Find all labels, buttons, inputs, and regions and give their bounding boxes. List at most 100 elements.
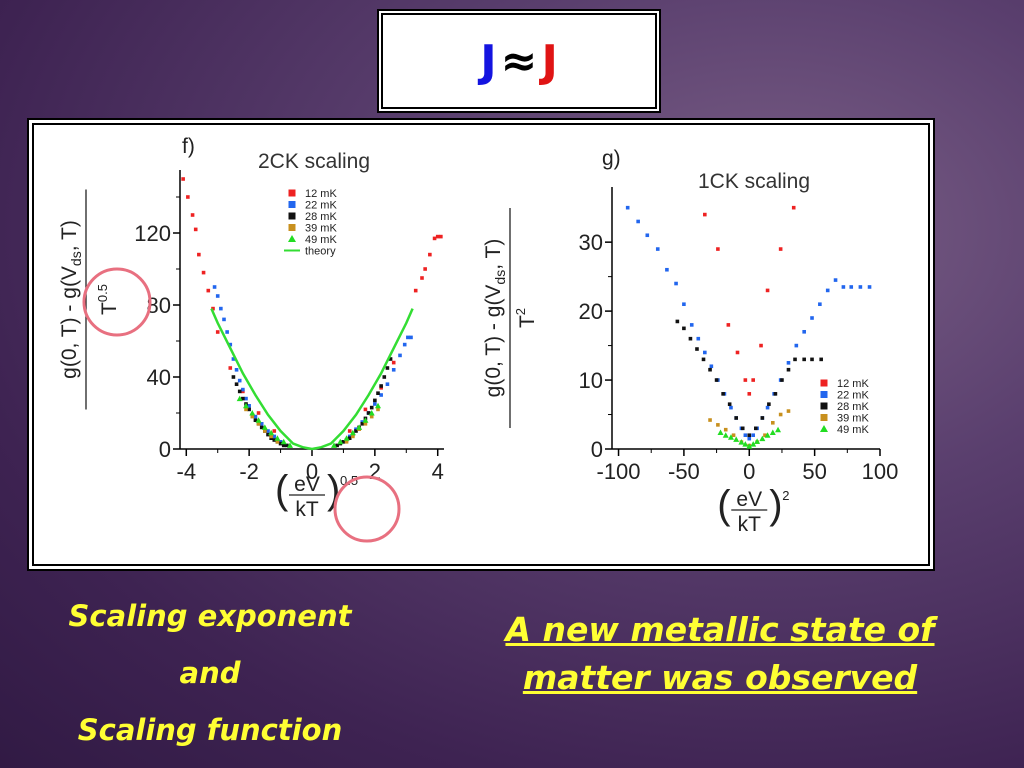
data-point (747, 392, 752, 396)
y-label-num: g(0, T) - g(V (482, 285, 505, 398)
data-point (746, 443, 753, 449)
legend-label: 28 mK (837, 401, 869, 413)
panel-label: g) (602, 147, 621, 170)
data-point (722, 432, 729, 438)
data-point (197, 252, 201, 257)
x-label-num: eV (294, 473, 320, 496)
data-point (794, 343, 799, 348)
caption-right-line-1: A new metallic state of (505, 610, 935, 649)
highlight-circle (333, 475, 401, 543)
data-point (708, 418, 712, 422)
legend-marker (820, 425, 828, 432)
data-point (409, 335, 413, 340)
data-point (786, 367, 791, 372)
data-point (343, 435, 350, 441)
data-point (237, 378, 242, 383)
legend-marker (288, 212, 296, 220)
data-point (858, 285, 863, 289)
data-point (655, 247, 660, 251)
data-point (391, 368, 396, 372)
data-point (765, 288, 770, 293)
legend-label: 22 mK (837, 390, 869, 402)
data-point (759, 435, 766, 442)
y-axis-label: g(0, T) - g(Vds, T) (482, 239, 508, 398)
y-axis-label: g(0, T) - g(Vds, T) (58, 220, 84, 379)
title-approx-symbol: ≈ (500, 35, 538, 87)
data-point (754, 426, 758, 431)
legend-marker (288, 224, 296, 231)
data-point (709, 364, 714, 369)
data-point (760, 416, 765, 420)
data-point (337, 438, 344, 445)
highlight-circle (82, 267, 152, 337)
data-point (335, 443, 339, 448)
data-point (759, 343, 763, 348)
series-28-mK (231, 357, 393, 448)
data-point (665, 267, 669, 272)
data-point (391, 360, 396, 365)
data-point (747, 433, 752, 438)
data-point (347, 436, 352, 440)
legend-label: 22 mK (305, 200, 337, 212)
data-point (734, 416, 738, 420)
y-label-num: g(0, T) - g(V (58, 266, 81, 379)
data-point (250, 414, 255, 419)
series-39-mK (244, 407, 380, 444)
data-point (272, 438, 277, 442)
panel-label: f) (182, 135, 195, 158)
data-point (247, 404, 251, 408)
data-point (354, 429, 358, 433)
data-point (727, 434, 734, 440)
data-point (234, 368, 239, 372)
data-point (241, 389, 245, 394)
legend-marker (820, 402, 828, 410)
data-point (369, 405, 374, 410)
data-point (382, 375, 387, 379)
data-point (402, 342, 407, 347)
x-label-den: kT (738, 513, 762, 536)
data-point (751, 378, 755, 382)
series-22-mK (212, 285, 413, 444)
y-tick-label: 0 (591, 437, 603, 462)
data-point (786, 361, 791, 365)
data-point (379, 393, 383, 397)
legend-label: theory (305, 246, 336, 258)
legend-label: 39 mK (837, 413, 869, 425)
caption-metallic-state: A new metallic state of matter was obser… (440, 606, 1000, 702)
y-tick-label: 10 (579, 368, 603, 393)
data-point (236, 395, 243, 402)
legend-label: 12 mK (305, 188, 337, 200)
data-point (237, 389, 242, 394)
data-point (726, 323, 731, 327)
x-label-paren-left: ( (275, 468, 289, 512)
caption-right-line-2: matter was observed (522, 658, 918, 697)
data-point (347, 429, 352, 433)
series-theory (210, 308, 414, 451)
data-point (280, 438, 287, 445)
x-tick-label: -4 (177, 459, 197, 484)
data-point (186, 195, 190, 199)
data-point (275, 440, 280, 444)
legend-marker (288, 189, 296, 197)
legend-marker (820, 414, 828, 421)
data-point (689, 323, 694, 327)
legend-label: 49 mK (837, 424, 869, 436)
data-point (225, 330, 229, 334)
data-point (268, 429, 275, 436)
caption-line-1: Scaling exponent (68, 599, 352, 633)
data-point (703, 212, 707, 217)
y-label-den-exp: 2 (513, 308, 528, 315)
data-point (388, 357, 393, 361)
y-label-denominator: T0.5 (95, 284, 121, 315)
x-label-num: eV (736, 488, 762, 511)
legend-marker (820, 391, 828, 398)
data-point (791, 205, 796, 210)
data-point (743, 378, 748, 382)
data-point (780, 378, 784, 382)
data-point (362, 417, 369, 423)
data-point (773, 392, 778, 396)
data-point (723, 427, 728, 432)
caption-line-3: Scaling function (77, 713, 343, 747)
